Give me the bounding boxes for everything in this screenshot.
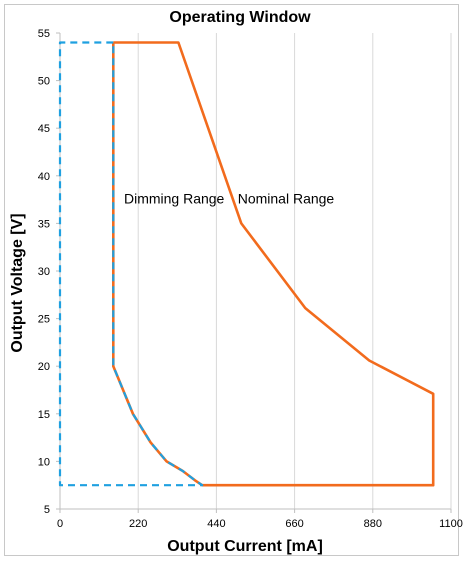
y-tick-label-6: 35: [38, 218, 50, 230]
chart-frame: [4, 4, 459, 556]
y-tick-label-5: 30: [38, 266, 50, 278]
annotations-group: Dimming Range Nominal Range: [124, 190, 334, 206]
y-tick-label-1: 10: [38, 456, 50, 468]
dimming-range-line: [58, 41, 204, 487]
x-axis-title: Output Current [mA]: [167, 538, 323, 555]
grid-lines: [137, 33, 452, 509]
y-tick-label-0: 5: [44, 504, 50, 516]
y-tick-label-3: 20: [38, 361, 50, 373]
y-tick-label-8: 45: [38, 123, 50, 135]
series-group: [58, 41, 435, 487]
tick-labels: 5 10 15 20 25 30 35 40 45 50 55 0 220 440 660 880 1100: [38, 28, 463, 530]
y-tick-label-2: 15: [38, 409, 50, 421]
y-axis-title: Output Voltage [V]: [9, 213, 26, 352]
x-tick-label-4: 880: [364, 518, 382, 530]
y-tick-label-4: 25: [38, 314, 50, 326]
x-tick-label-1: 220: [129, 518, 147, 530]
y-tick-label-7: 40: [38, 171, 50, 183]
x-tick-label-5: 1100: [439, 518, 463, 530]
y-tick-label-10: 55: [38, 28, 50, 40]
axes: [56, 32, 452, 513]
nominal-range-line: [112, 41, 435, 487]
annotation-1: Nominal Range: [238, 190, 335, 206]
x-tick-label-0: 0: [57, 518, 63, 530]
annotation-0: Dimming Range: [124, 190, 225, 206]
x-tick-label-2: 440: [207, 518, 225, 530]
y-tick-label-9: 50: [38, 76, 50, 88]
chart-title: Operating Window: [169, 9, 311, 26]
x-tick-label-3: 660: [285, 518, 303, 530]
